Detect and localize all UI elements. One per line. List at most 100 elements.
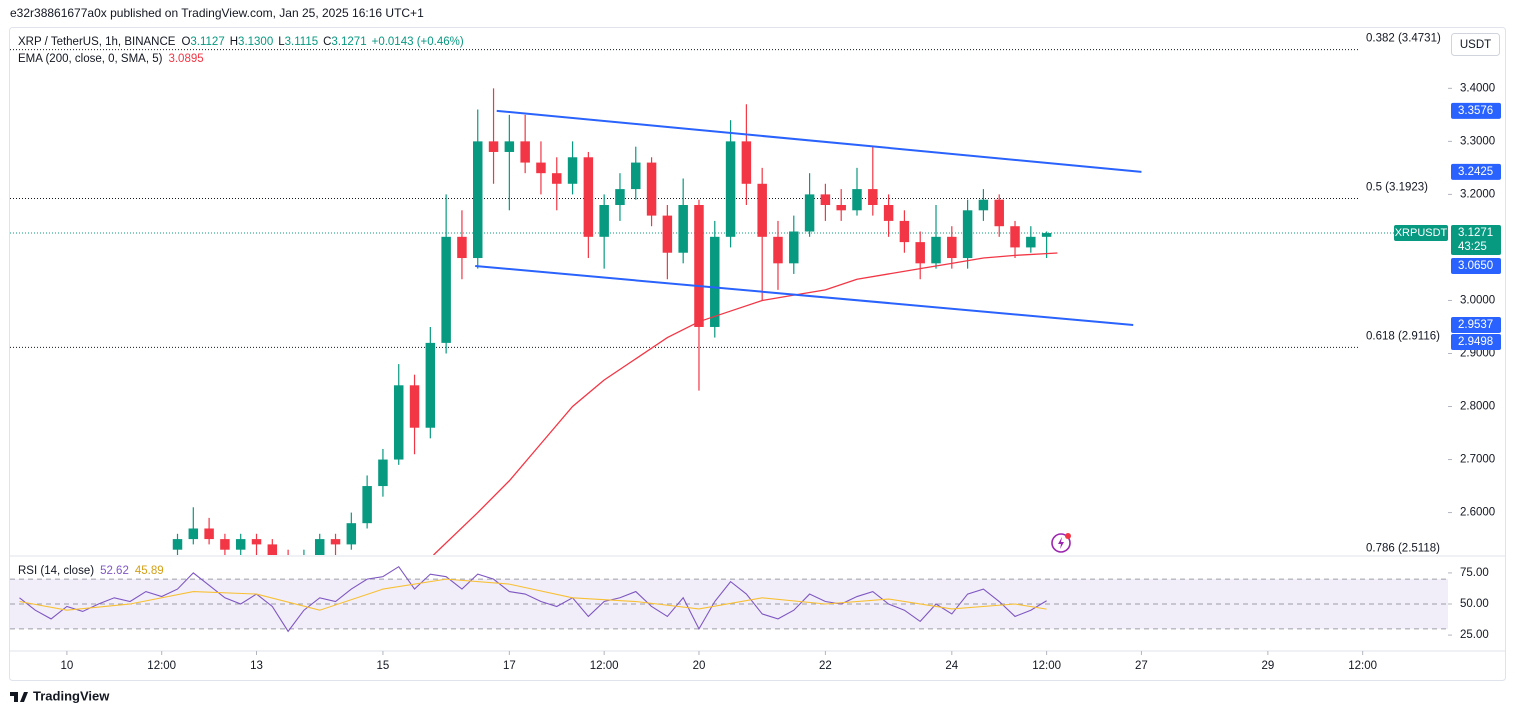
y-tick-label: 3.0000 (1460, 294, 1495, 306)
candle-body (678, 205, 688, 253)
candle-body (947, 236, 957, 259)
axes: 2.6000 2.7000 2.8000 2.9000 3.0000 3.2000 3.30… (60, 33, 1501, 672)
candle-body (235, 539, 246, 550)
candle-body (725, 141, 736, 237)
current-tag (1451, 225, 1501, 256)
x-tick-label: 13 (250, 660, 263, 672)
price-tag (1451, 163, 1501, 180)
candle-body (646, 162, 657, 216)
candle-body (962, 210, 973, 259)
candle-body (789, 231, 799, 264)
price-tag-label: 3.3576 (1458, 105, 1493, 117)
brand: TradingView (33, 688, 110, 703)
countdown-label: 43:25 (1458, 241, 1487, 253)
rsi-tick-label: 75.00 (1460, 567, 1489, 579)
fib-label: 0.786 (2.5118) (1366, 542, 1440, 554)
y-tick-label: 3.2000 (1460, 188, 1495, 200)
rsi-ma-line (19, 578, 1047, 611)
candle-body (694, 205, 704, 327)
candle-body (836, 205, 846, 211)
symbol-header: XRP / TetherUS, 1h, BINANCE O3.1127 H3.130… (18, 36, 464, 48)
candle-body (1026, 236, 1036, 248)
x-tick-label: 24 (945, 660, 958, 672)
candle-body (220, 539, 230, 550)
x-tick-label: 27 (1135, 660, 1148, 672)
fib-label: 0.5 (3.1923) (1366, 182, 1428, 194)
candle-body (457, 236, 467, 259)
candle-body (488, 141, 499, 152)
x-tick-label: 10 (60, 660, 73, 672)
candle-body (520, 141, 530, 163)
candle-body (1010, 226, 1020, 248)
candle-body (504, 141, 515, 152)
candle-body (409, 385, 420, 428)
candle-body (931, 236, 941, 264)
currency-label[interactable]: USDT (1460, 39, 1491, 51)
candle-body (852, 189, 862, 211)
x-tick-label: 17 (503, 660, 516, 672)
candle-body (820, 194, 831, 205)
rsi-tick-label: 25.00 (1460, 629, 1489, 641)
alert-dot[interactable] (1065, 533, 1071, 539)
candle-body (599, 205, 609, 237)
price-tag-label: 3.0650 (1458, 260, 1493, 272)
y-tick-label: 2.8000 (1460, 401, 1495, 413)
candle-body (204, 528, 214, 540)
price-tag-label: 2.9498 (1458, 336, 1493, 348)
candle-body (473, 141, 483, 259)
candle-body (741, 141, 752, 184)
candle-body (899, 220, 910, 243)
candle-body (346, 523, 357, 545)
candle-body (994, 199, 1004, 227)
candle-body (1041, 233, 1052, 237)
rsi-pane (10, 565, 1448, 633)
candle-body (773, 236, 783, 264)
x-tick-label: 22 (819, 660, 832, 672)
candle-body (441, 236, 451, 343)
candle-body (188, 528, 199, 540)
candle-body (251, 539, 262, 545)
channel-line (475, 264, 1134, 327)
published-line: e32r38861677a0x published on TradingView… (10, 6, 424, 20)
price-tag-label: 2.9537 (1458, 319, 1493, 331)
footer-logo: TradingView (10, 688, 110, 703)
x-tick-label: 12:00 (1348, 660, 1377, 672)
x-tick-label: 12:00 (1032, 660, 1061, 672)
price-tag (1451, 334, 1501, 351)
x-tick-label: 12:00 (147, 660, 176, 672)
candle-body (330, 539, 341, 545)
candle-body (552, 173, 562, 184)
rsi-legend: RSI (14, close) 52.62 45.89 (18, 565, 164, 577)
fib-label: 0.618 (2.9116) (1366, 330, 1440, 342)
y-tick-label: 3.4000 (1460, 82, 1495, 94)
candle-body (868, 189, 878, 205)
candle-body (883, 205, 894, 221)
ema-line (433, 252, 1058, 555)
current-tag-label: 3.1271 (1458, 227, 1493, 239)
y-tick-label: 2.6000 (1460, 507, 1495, 519)
y-tick-label: 2.7000 (1460, 454, 1495, 466)
ema-legend: EMA (200, close, 0, SMA, 5) 3.0895 (18, 53, 204, 65)
price-tag (1451, 102, 1501, 119)
candle-body (583, 157, 594, 237)
alert-ring[interactable] (1051, 533, 1071, 553)
price-pane (10, 49, 1448, 555)
y-tick-label: 2.9000 (1460, 348, 1495, 360)
alert-icon[interactable] (1051, 533, 1071, 553)
candle-body (567, 157, 578, 184)
y-tick-label: 3.3000 (1460, 135, 1495, 147)
candle-body (915, 242, 925, 264)
symbol-tag-label: XRPUSDT (1395, 227, 1448, 239)
candle-body (393, 385, 404, 460)
currency-button[interactable] (1451, 33, 1500, 56)
candle-body (631, 162, 641, 190)
channel-line (496, 109, 1142, 173)
candle-body (978, 199, 989, 211)
fib-label: 0.382 (3.4731) (1366, 33, 1441, 45)
alert-bolt[interactable] (1058, 537, 1064, 549)
candle-body (536, 162, 546, 174)
rsi-tick-label: 50.00 (1460, 598, 1489, 610)
x-tick-label: 12:00 (590, 660, 619, 672)
